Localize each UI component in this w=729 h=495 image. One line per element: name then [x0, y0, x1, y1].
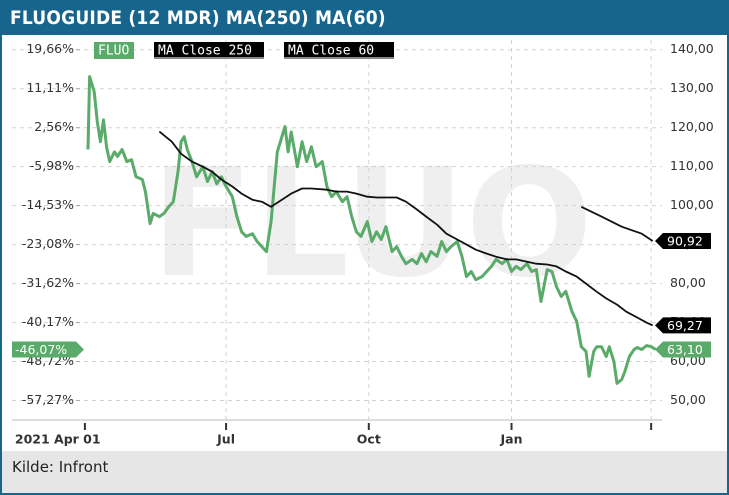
y-tick-label: 140,00 — [670, 41, 714, 56]
end-label-text: 63,10 — [667, 342, 703, 357]
end-label-y2-text: -46,07% — [15, 342, 67, 357]
end-label-box — [655, 317, 711, 334]
series-line — [580, 205, 654, 242]
y2-tick-label: 19,66% — [26, 41, 74, 56]
y2-tick-label: -5,98% — [30, 158, 74, 173]
legend-label: FLUO — [98, 44, 129, 59]
watermark: FLUO — [151, 137, 593, 311]
legend-item: MA Close 60 — [284, 42, 394, 59]
y2-tick-label: 11,11% — [26, 80, 74, 95]
end-label-box — [655, 233, 711, 250]
y2-tick-label: -14,53% — [22, 197, 74, 212]
end-label-text: 90,92 — [667, 234, 703, 249]
end-label: 69,27 — [655, 317, 711, 334]
y-tick-label: 100,00 — [670, 197, 714, 212]
legend-box — [94, 42, 134, 59]
end-label-box — [655, 341, 711, 358]
chart-title: FLUOGUIDE (12 MDR) MA(250) MA(60) — [2, 2, 727, 35]
legend-item: FLUO — [94, 42, 134, 59]
legend-item: MA Close 250 — [154, 42, 264, 59]
y-tick-label: 50,00 — [670, 392, 706, 407]
y-tick-label: 80,00 — [670, 275, 706, 290]
legend-label: MA Close 250 — [158, 44, 252, 59]
legend-box — [154, 42, 264, 59]
end-label: 90,92 — [655, 233, 711, 250]
end-label-y2-box — [12, 341, 84, 358]
end-label-y2: -46,07% — [12, 341, 84, 358]
y2-tick-label: 2,56% — [34, 119, 74, 134]
y2-tick-label: -31,62% — [22, 275, 74, 290]
x-tick-label: Oct — [357, 432, 381, 447]
y2-tick-label: -57,27% — [22, 392, 74, 407]
y-tick-label: 130,00 — [670, 80, 714, 95]
legend-box — [284, 42, 394, 59]
x-tick-label: Jan — [500, 432, 523, 447]
source: Kilde: Infront — [2, 451, 727, 493]
y2-tick-label: -40,17% — [22, 314, 74, 329]
end-label-text: 69,27 — [667, 318, 703, 333]
end-label: 63,10 — [655, 341, 711, 358]
y-tick-label: 110,00 — [670, 158, 714, 173]
series-line — [158, 130, 654, 327]
x-tick-label: Jul — [216, 432, 235, 447]
x-tick-label: 2021 Apr 01 — [15, 432, 101, 447]
chart: FLUO 140,00130,00120,00110,00100,0090,00… — [12, 40, 714, 447]
series-line — [86, 75, 657, 385]
legend-label: MA Close 60 — [288, 44, 374, 59]
y-tick-label: 120,00 — [670, 119, 714, 134]
y2-tick-label: -23,08% — [22, 236, 74, 251]
